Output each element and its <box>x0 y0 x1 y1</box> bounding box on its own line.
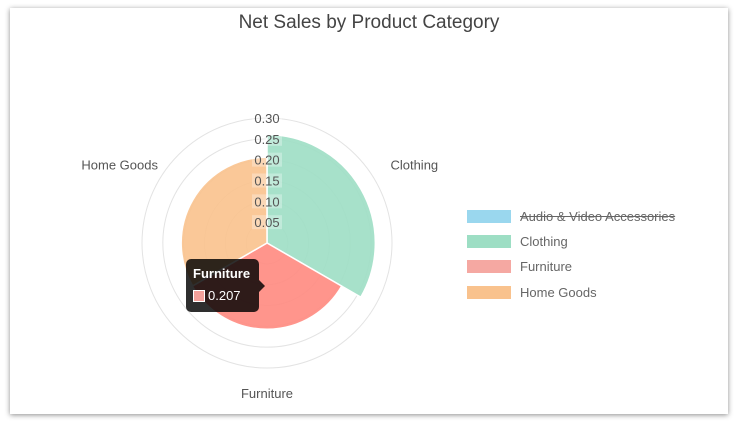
tooltip-value: 0.207 <box>208 288 241 303</box>
tick-backdrop <box>252 215 282 230</box>
tick-backdrop <box>252 131 282 146</box>
radial-tick-label: 0.05 <box>254 215 279 230</box>
tooltip-swatch <box>193 290 205 302</box>
legend-label: Clothing <box>520 233 568 249</box>
radial-tick-label: 0.30 <box>254 111 279 126</box>
point-label: Clothing <box>390 158 438 173</box>
chart-title: Net Sales by Product Category <box>238 12 500 33</box>
segment-clothing <box>266 133 377 299</box>
radial-tick-label: 0.20 <box>254 153 279 168</box>
point-label: Home Goods <box>81 158 158 173</box>
legend-item-furniture[interactable]: Furniture <box>467 258 572 274</box>
radial-tick-label: 0.25 <box>254 132 279 147</box>
tick-backdrop <box>252 194 282 209</box>
legend-swatch <box>467 259 511 273</box>
legend-item-home-goods[interactable]: Home Goods <box>467 284 597 300</box>
tick-backdrop <box>252 111 282 125</box>
tooltip: Furniture 0.207 <box>186 259 265 312</box>
legend-label: Audio & Video Accessories <box>520 208 676 224</box>
grid-ring <box>141 117 393 369</box>
tick-backdrop <box>252 173 282 188</box>
legend-swatch <box>467 234 511 248</box>
legend-label: Furniture <box>520 258 573 274</box>
radial-tick-label: 0.10 <box>254 194 279 209</box>
tooltip-title: Furniture <box>193 266 251 281</box>
legend-label: Home Goods <box>520 284 597 300</box>
segment-home-goods <box>180 156 268 287</box>
radial-tick-label: 0.15 <box>254 174 279 189</box>
legend-item-audio-video[interactable]: Audio & Video Accessories <box>467 208 675 224</box>
legend-swatch <box>467 285 511 299</box>
tick-backdrop <box>252 152 282 167</box>
legend-swatch <box>467 209 511 223</box>
point-label: Furniture <box>241 386 293 401</box>
legend-item-clothing[interactable]: Clothing <box>467 233 568 249</box>
